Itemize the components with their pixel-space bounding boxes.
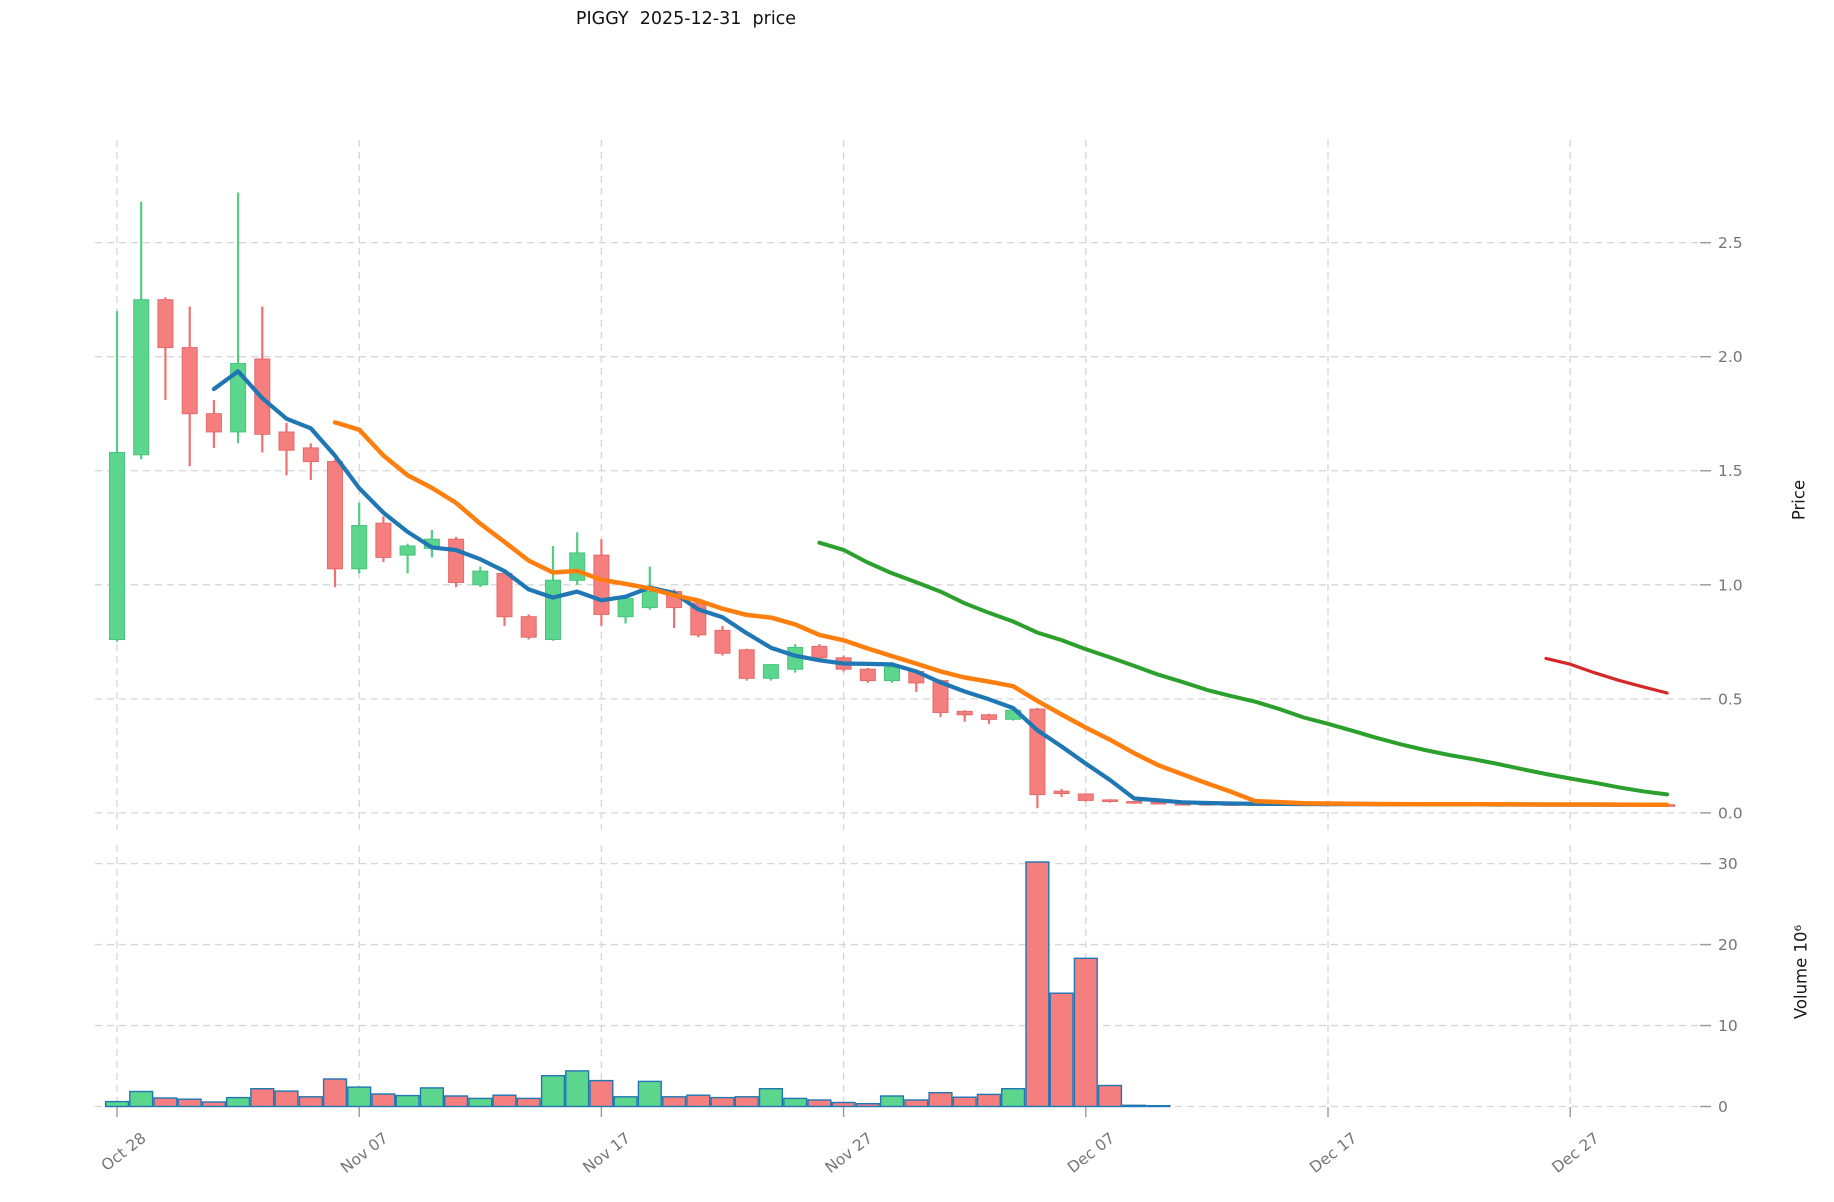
chart-title: PIGGY 2025-12-31 price xyxy=(575,9,797,29)
price-tick-label: 2.0 xyxy=(1718,348,1743,366)
price-tick-label: 2.5 xyxy=(1718,234,1743,252)
candle-body xyxy=(593,554,610,615)
candle-body xyxy=(569,552,586,581)
candle-body xyxy=(617,598,634,618)
sma60-line xyxy=(1544,656,1669,695)
candle-body xyxy=(351,525,368,570)
volume-bar xyxy=(952,1096,977,1108)
candle-body xyxy=(811,645,828,659)
candle-body xyxy=(762,664,779,679)
candle-body xyxy=(1029,708,1046,796)
volume-bar xyxy=(419,1087,444,1108)
volume-tick-label: 30 xyxy=(1718,855,1738,873)
price-axis-title: Price xyxy=(1789,479,1809,521)
candle-body xyxy=(1077,793,1094,801)
volume-bar xyxy=(492,1094,517,1108)
volume-bar xyxy=(976,1093,1001,1108)
candle-body xyxy=(1102,799,1118,803)
candle-body xyxy=(230,363,247,433)
candle-body xyxy=(133,299,150,456)
volume-bar xyxy=(904,1099,929,1108)
volume-bar xyxy=(1049,992,1074,1108)
volume-bar xyxy=(444,1095,469,1108)
price-tick-label: 1.0 xyxy=(1718,576,1743,594)
volume-bar xyxy=(104,1100,130,1108)
candle-body xyxy=(302,447,319,463)
candle-body xyxy=(859,668,876,682)
candle-body xyxy=(109,452,125,640)
volume-bar xyxy=(225,1096,251,1108)
volume-bar xyxy=(1146,1104,1171,1108)
volume-bar xyxy=(758,1087,783,1108)
candle-body xyxy=(496,572,513,618)
candle-body xyxy=(714,629,731,654)
candle-body xyxy=(205,413,222,433)
volume-bar xyxy=(637,1080,662,1108)
volume-bar xyxy=(734,1096,759,1108)
candle-body xyxy=(1053,790,1070,795)
volume-bar xyxy=(855,1102,880,1108)
volume-bar xyxy=(662,1096,687,1108)
candle-body xyxy=(181,347,198,415)
volume-bar xyxy=(589,1079,614,1108)
candle-body xyxy=(956,710,973,716)
volume-bar xyxy=(153,1097,178,1108)
volume-bar xyxy=(516,1097,541,1108)
volume-bar xyxy=(468,1097,493,1108)
volume-tick-label: 10 xyxy=(1718,1017,1738,1035)
candle-body xyxy=(157,299,174,349)
volume-bar xyxy=(686,1094,711,1108)
volume-bar xyxy=(540,1074,566,1108)
price-tick-label: 0.0 xyxy=(1718,804,1743,822)
sma30-line xyxy=(817,540,1670,797)
volume-bar xyxy=(710,1096,735,1108)
volume-bar xyxy=(565,1070,590,1108)
volume-axis-title: Volume 10⁶ xyxy=(1791,924,1811,1020)
candle-body xyxy=(327,461,343,570)
candle-body xyxy=(1126,801,1143,804)
candle-body xyxy=(399,545,416,556)
candle-body xyxy=(545,579,561,641)
candle-body xyxy=(980,714,997,720)
volume-bar xyxy=(177,1098,202,1108)
candle-body xyxy=(448,538,465,584)
volume-bar xyxy=(201,1101,226,1108)
price-tick-label: 0.5 xyxy=(1718,690,1743,708)
volume-bar xyxy=(1122,1104,1147,1108)
volume-tick-label: 20 xyxy=(1718,936,1738,954)
volume-bar xyxy=(298,1096,323,1108)
volume-bar xyxy=(371,1093,396,1108)
candle-body xyxy=(472,570,489,586)
candle-body xyxy=(278,431,295,451)
volume-tick-label: 0 xyxy=(1718,1098,1728,1116)
volume-bar xyxy=(613,1096,638,1108)
volume-bar xyxy=(1097,1084,1123,1108)
candle-body xyxy=(884,666,900,682)
volume-bar xyxy=(1025,861,1050,1108)
sma10-line xyxy=(332,420,1670,807)
volume-bar xyxy=(347,1086,372,1108)
price-tick-label: 1.5 xyxy=(1718,462,1743,480)
volume-bar xyxy=(783,1097,808,1108)
volume-bar xyxy=(879,1095,905,1108)
volume-bar xyxy=(831,1101,856,1108)
candle-body xyxy=(520,616,537,638)
candle-body xyxy=(641,591,658,609)
candle-body xyxy=(738,649,755,679)
candle-body xyxy=(375,522,392,558)
volume-bar xyxy=(1001,1087,1026,1108)
volume-bar xyxy=(274,1090,299,1108)
volume-bar xyxy=(928,1091,953,1108)
volume-bar xyxy=(322,1078,348,1108)
volume-bar xyxy=(1073,957,1098,1108)
volume-bar xyxy=(395,1094,420,1108)
volume-bar xyxy=(250,1087,275,1108)
volume-bar xyxy=(129,1090,154,1108)
volume-bar xyxy=(807,1099,832,1108)
